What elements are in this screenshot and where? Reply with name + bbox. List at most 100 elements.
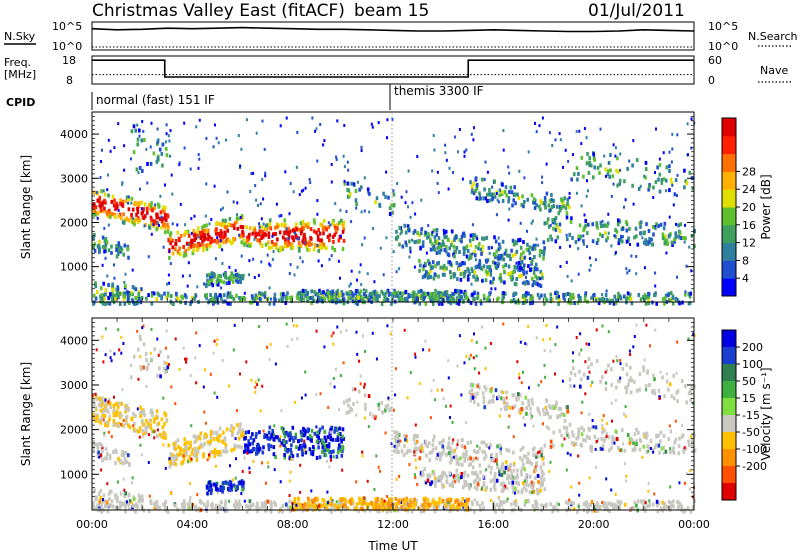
heatmap-cell (501, 182, 504, 187)
heatmap-cell (156, 141, 159, 146)
heatmap-cell (496, 264, 500, 268)
heatmap-cell (528, 460, 531, 464)
heatmap-cell (199, 431, 203, 436)
heatmap-cell (95, 396, 99, 401)
heatmap-cell (520, 472, 523, 477)
heatmap-cell (505, 253, 509, 258)
nave-label: Nave (760, 64, 788, 77)
heatmap-cell (315, 230, 318, 235)
heatmap-cell (424, 292, 428, 296)
heatmap-cell (685, 400, 688, 405)
heatmap-cell (434, 480, 437, 485)
heatmap-cell (299, 244, 303, 249)
heatmap-cell (455, 473, 458, 478)
heatmap-cell (658, 189, 662, 194)
heatmap-cell (240, 240, 244, 245)
heatmap-cell (270, 240, 274, 244)
heatmap-cell (104, 302, 107, 306)
heatmap-cell (541, 181, 544, 185)
heatmap-cell (435, 228, 439, 232)
noise-scale-hi-left: 10^5 (52, 20, 82, 33)
heatmap-cell (131, 285, 135, 289)
heatmap-cell (433, 247, 437, 252)
heatmap-cell (469, 440, 473, 445)
heatmap-cell (451, 440, 454, 445)
heatmap-cell (410, 509, 414, 514)
heatmap-cell (193, 451, 197, 456)
heatmap-cell (463, 294, 467, 299)
heatmap-cell (328, 238, 331, 243)
heatmap-cell (527, 248, 530, 253)
heatmap-cell (206, 242, 210, 247)
heatmap-cell (288, 456, 292, 461)
heatmap-cell (372, 414, 375, 418)
heatmap-cell (545, 298, 549, 303)
heatmap-cell (117, 244, 121, 249)
heatmap-cell (98, 239, 101, 244)
heatmap-cell (127, 502, 131, 507)
heatmap-cell (122, 252, 126, 257)
heatmap-cell (97, 450, 100, 455)
heatmap-cell (261, 119, 264, 123)
heatmap-cell (437, 475, 440, 480)
heatmap-cell (253, 237, 256, 241)
heatmap-cell (528, 490, 532, 495)
heatmap-cell (673, 440, 677, 445)
heatmap-cell (431, 292, 434, 297)
heatmap-cell (327, 296, 330, 300)
heatmap-cell (468, 238, 472, 243)
heatmap-cell (560, 206, 563, 211)
heatmap-cell (690, 385, 693, 390)
heatmap-cell (685, 181, 689, 186)
heatmap-cell (437, 260, 440, 265)
heatmap-cell (302, 506, 306, 511)
heatmap-cell (205, 223, 208, 228)
heatmap-cell (421, 471, 424, 475)
heatmap-cell (212, 430, 215, 435)
heatmap-cell (670, 394, 674, 399)
heatmap-cell (569, 370, 573, 375)
heatmap-cell (440, 296, 444, 301)
heatmap-cell (572, 366, 575, 371)
heatmap-cell (308, 240, 311, 245)
heatmap-cell (501, 466, 504, 471)
heatmap-cell (534, 502, 537, 507)
heatmap-cell (92, 402, 96, 407)
heatmap-cell (256, 501, 259, 506)
heatmap-cell (95, 348, 98, 352)
heatmap-cell (262, 222, 265, 226)
heatmap-cell (237, 444, 241, 449)
heatmap-cell (430, 480, 434, 485)
heatmap-cell (431, 230, 434, 234)
heatmap-cell (99, 176, 102, 179)
heatmap-cell (628, 226, 631, 231)
heatmap-cell (113, 411, 117, 416)
heatmap-cell (110, 244, 113, 249)
heatmap-cell (164, 140, 167, 144)
heatmap-cell (498, 504, 501, 509)
heatmap-cell (248, 243, 251, 248)
heatmap-cell (398, 296, 402, 300)
power-ylabel: Slant Range [km] (19, 155, 33, 259)
heatmap-cell (446, 502, 450, 507)
heatmap-cell (115, 254, 119, 259)
heatmap-cell (629, 390, 633, 395)
heatmap-cell (259, 292, 263, 297)
heatmap-cell (645, 450, 649, 454)
heatmap-cell (449, 275, 453, 280)
heatmap-cell (140, 207, 143, 211)
heatmap-cell (332, 449, 335, 454)
heatmap-cell (328, 233, 332, 238)
heatmap-cell (261, 229, 264, 234)
heatmap-cell (580, 142, 583, 146)
heatmap-cell (460, 437, 464, 442)
heatmap-cell (575, 509, 579, 514)
heatmap-cell (337, 238, 341, 243)
heatmap-cell (619, 296, 623, 301)
heatmap-cell (264, 242, 268, 247)
heatmap-cell (100, 443, 103, 448)
heatmap-cell (310, 438, 313, 443)
heatmap-cell (271, 257, 274, 261)
heatmap-cell (557, 301, 560, 306)
heatmap-cell (110, 297, 114, 302)
